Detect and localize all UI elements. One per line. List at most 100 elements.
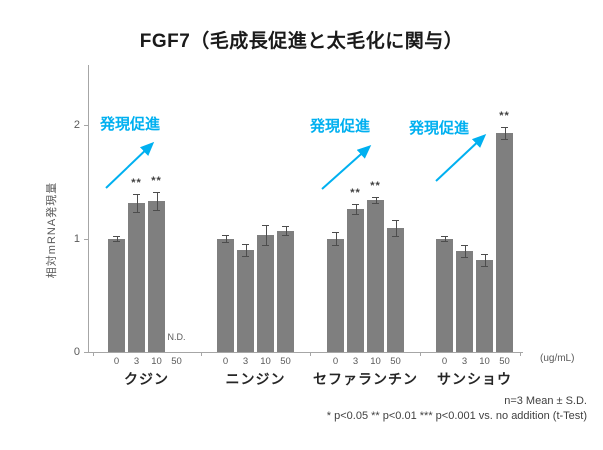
x-tick-label: 50 [499,356,510,367]
not-detected-label: N.D. [167,332,186,342]
bar [347,208,364,352]
error-bar [285,226,287,236]
x-tick-mark [93,352,94,356]
footnote-sample-size: n=3 Mean ± S.D. [504,395,587,407]
error-bar-cap [392,220,399,222]
x-tick-label: 0 [441,356,448,367]
group-label: ニンジン [225,371,286,387]
group-label: セファランチン [313,371,418,387]
bar [387,228,404,352]
x-tick-mark [310,352,311,356]
footnote-significance-key: * p<0.05 ** p<0.01 *** p<0.001 vs. no ad… [326,410,587,422]
group-label: サンショウ [437,371,512,387]
bar [436,238,453,352]
bar [277,230,294,352]
error-bar [156,191,158,211]
error-bar-cap [441,240,448,242]
error-bar-cap [282,235,289,237]
bar [367,199,384,352]
x-tick-label: 3 [133,356,140,367]
error-bar [136,194,138,213]
error-bar-cap [242,255,249,257]
error-bar [225,235,227,242]
y-tick-label: 1 [73,232,80,245]
error-bar-cap [352,213,359,215]
error-bar-cap [113,240,120,242]
error-bar-cap [501,138,508,140]
expression-promotion-label: 発現促進 [100,116,161,133]
error-bar-cap [372,203,379,205]
bar [108,238,125,352]
bar [148,201,165,352]
x-tick-mark [420,352,421,356]
error-bar-cap [372,196,379,198]
error-bar-cap [332,231,339,233]
error-bar [395,220,397,237]
x-tick-label: 50 [390,356,401,367]
trend-up-arrow-icon [105,141,155,189]
expression-promotion-label: 発現促進 [310,118,371,135]
trend-up-arrow-icon [321,145,372,190]
bar [456,250,473,352]
error-bar-cap [133,194,140,196]
significance-marker: ** [350,187,361,200]
y-tick-mark [84,238,88,240]
x-tick-label: 10 [370,356,381,367]
y-axis-label: 相対mRNA発現量 [46,181,58,279]
y-axis-line [88,65,89,353]
significance-marker: ** [131,177,142,190]
error-bar-cap [392,236,399,238]
error-bar-cap [481,265,488,267]
x-tick-label: 3 [461,356,468,367]
error-bar-cap [113,236,120,238]
bar [217,238,234,352]
chart-title: FGF7（毛成長促進と太毛化に関与） [139,31,464,52]
error-bar-cap [153,210,160,212]
x-axis-line [88,352,523,353]
error-bar-cap [461,245,468,247]
error-bar-cap [133,212,140,214]
bar [128,203,145,352]
y-tick-mark [84,125,88,126]
error-bar [484,254,486,266]
error-bar-cap [242,244,249,246]
error-bar-cap [222,235,229,237]
group-label: クジン [124,371,169,387]
x-tick-label: 0 [332,356,339,367]
error-bar-cap [461,256,468,258]
y-tick-label: 0 [73,346,80,358]
significance-marker: ** [499,110,510,123]
x-tick-mark [520,352,521,356]
x-tick-label: 10 [479,356,490,367]
bar [237,249,254,352]
footnotes: n=3 Mean ± S.D. * p<0.05 ** p<0.01 *** p… [327,394,587,424]
error-bar [265,224,267,246]
y-tick-mark [84,352,88,353]
error-bar [444,236,446,241]
x-tick-label: 3 [242,356,249,367]
error-bar [464,245,466,257]
error-bar-cap [501,127,508,129]
bar [496,132,513,352]
x-tick-label: 10 [260,356,271,367]
error-bar [375,196,377,204]
error-bar-cap [262,245,269,247]
bar [257,235,274,352]
bar [476,260,493,352]
trend-up-arrow-icon [435,133,487,182]
error-bar-cap [352,204,359,206]
x-tick-label: 0 [222,356,229,367]
x-tick-label: 50 [280,356,291,367]
error-bar-cap [441,236,448,238]
x-tick-label: 50 [171,356,182,367]
error-bar [504,127,506,139]
y-tick-label: 2 [73,119,80,131]
x-tick-mark [201,352,202,356]
error-bar [335,231,337,246]
error-bar [355,204,357,214]
x-tick-label: 0 [113,356,120,367]
error-bar-cap [282,226,289,227]
error-bar-cap [332,245,339,247]
